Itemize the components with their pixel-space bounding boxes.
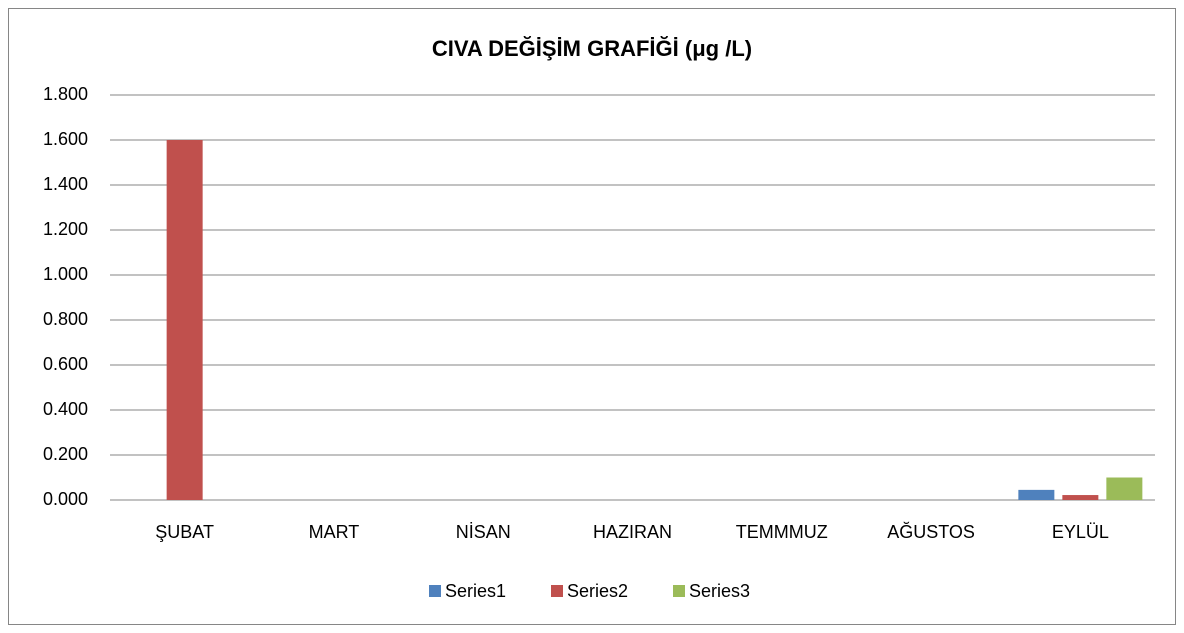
y-tick-label: 1.600 bbox=[43, 129, 88, 149]
x-tick-label: NİSAN bbox=[456, 522, 511, 542]
x-tick-label: MART bbox=[309, 522, 360, 542]
legend-label: Series1 bbox=[445, 581, 506, 601]
bar bbox=[1106, 477, 1143, 500]
y-tick-label: 1.400 bbox=[43, 174, 88, 194]
y-tick-label: 0.000 bbox=[43, 489, 88, 509]
bar bbox=[1018, 489, 1055, 500]
legend-swatch bbox=[551, 585, 563, 597]
x-tick-label: TEMMMUZ bbox=[736, 522, 828, 542]
y-tick-label: 0.800 bbox=[43, 309, 88, 329]
chart-title: CIVA DEĞİŞİM GRAFİĞİ (μg /L) bbox=[432, 36, 752, 61]
chart-frame bbox=[8, 8, 1176, 625]
y-tick-label: 0.200 bbox=[43, 444, 88, 464]
legend-label: Series3 bbox=[689, 581, 750, 601]
y-tick-label: 1.200 bbox=[43, 219, 88, 239]
legend-swatch bbox=[429, 585, 441, 597]
y-tick-label: 0.400 bbox=[43, 399, 88, 419]
x-tick-label: ŞUBAT bbox=[155, 522, 214, 542]
bar bbox=[166, 140, 203, 500]
bar bbox=[1062, 495, 1099, 500]
x-tick-label: AĞUSTOS bbox=[887, 521, 975, 542]
y-tick-label: 1.800 bbox=[43, 84, 88, 104]
legend-label: Series2 bbox=[567, 581, 628, 601]
y-tick-label: 1.000 bbox=[43, 264, 88, 284]
x-tick-label: EYLÜL bbox=[1052, 522, 1109, 542]
legend-swatch bbox=[673, 585, 685, 597]
y-tick-label: 0.600 bbox=[43, 354, 88, 374]
x-tick-label: HAZIRAN bbox=[593, 522, 672, 542]
